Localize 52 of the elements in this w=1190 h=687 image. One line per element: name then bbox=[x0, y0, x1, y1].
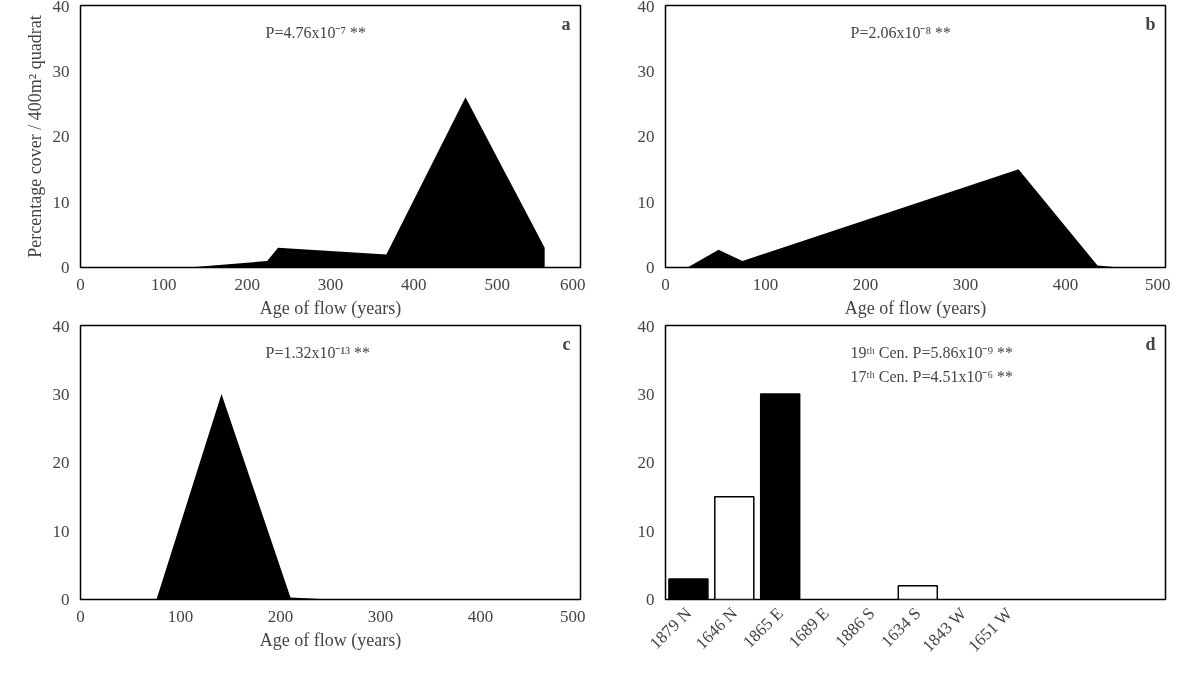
x-tick-label: 100 bbox=[752, 274, 779, 294]
x-tick-label: 400 bbox=[401, 274, 427, 294]
y-tick-label: 20 bbox=[637, 453, 655, 472]
y-tick-label: 10 bbox=[637, 521, 655, 541]
y-tick-label: 10 bbox=[637, 192, 655, 212]
y-tick-label: 30 bbox=[637, 384, 655, 404]
y-tick-label: 40 bbox=[52, 316, 70, 336]
x-tick-label: 300 bbox=[317, 274, 344, 294]
x-tick-label: 400 bbox=[1052, 274, 1079, 294]
annotation: 19ᵗʰ Cen. P=5.86x10⁻⁹ ** bbox=[850, 343, 1013, 361]
text: d bbox=[1145, 333, 1156, 354]
x-tick-label: 500 bbox=[560, 606, 586, 626]
y-tick-label: 20 bbox=[52, 127, 70, 146]
y-tick-label: 40 bbox=[637, 0, 655, 16]
annotation: 17ᵗʰ Cen. P=4.51x10⁻⁶ ** bbox=[850, 367, 1013, 385]
x-tick-label: 100 bbox=[167, 606, 194, 626]
annotation: a bbox=[561, 13, 571, 34]
y-axis-title: Percentage cover / 400m² quadrat bbox=[24, 15, 45, 258]
y-tick-label: 40 bbox=[637, 316, 655, 336]
y-tick-label: 10 bbox=[52, 192, 70, 212]
x-tick-label: 500 bbox=[484, 274, 510, 294]
annotation: P=1.32x10⁻¹³ ** bbox=[265, 343, 371, 361]
y-tick-label: 30 bbox=[52, 384, 70, 404]
x-axis-title: Age of flow (years) bbox=[844, 297, 987, 319]
x-axis-title: Age of flow (years) bbox=[259, 629, 402, 651]
x-tick-label: 200 bbox=[267, 606, 294, 626]
y-tick-label: 40 bbox=[52, 0, 70, 16]
y-tick-label: 0 bbox=[646, 258, 655, 277]
x-axis-title: Age of flow (years) bbox=[259, 297, 402, 319]
y-tick-label: 30 bbox=[637, 61, 655, 81]
x-tick-label: 200 bbox=[234, 274, 260, 294]
x-tick-label: 200 bbox=[852, 274, 879, 294]
y-tick-label: 30 bbox=[52, 61, 70, 81]
x-tick-label: 0 bbox=[661, 274, 670, 294]
y-tick-label: 0 bbox=[61, 590, 70, 609]
y-tick-label: 20 bbox=[637, 127, 655, 146]
x-tick-label: 300 bbox=[367, 606, 394, 626]
x-tick-label: 600 bbox=[560, 274, 586, 294]
y-tick-label: 0 bbox=[61, 258, 70, 277]
y-tick-label: 0 bbox=[646, 590, 655, 609]
x-tick-label: 500 bbox=[1145, 274, 1171, 294]
annotation: P=4.76x10⁻⁷ ** bbox=[265, 23, 366, 41]
x-tick-label: 0 bbox=[76, 274, 85, 294]
x-tick-label: 100 bbox=[151, 274, 177, 294]
annotation: P=2.06x10⁻⁸ ** bbox=[850, 23, 951, 41]
annotation: c bbox=[562, 333, 571, 354]
y-tick-label: 20 bbox=[52, 453, 70, 472]
y-tick-label: 10 bbox=[52, 521, 70, 541]
x-tick-label: 0 bbox=[76, 606, 85, 626]
x-tick-label: 400 bbox=[467, 606, 494, 626]
x-tick-label: 300 bbox=[952, 274, 979, 294]
annotation: b bbox=[1145, 13, 1156, 34]
